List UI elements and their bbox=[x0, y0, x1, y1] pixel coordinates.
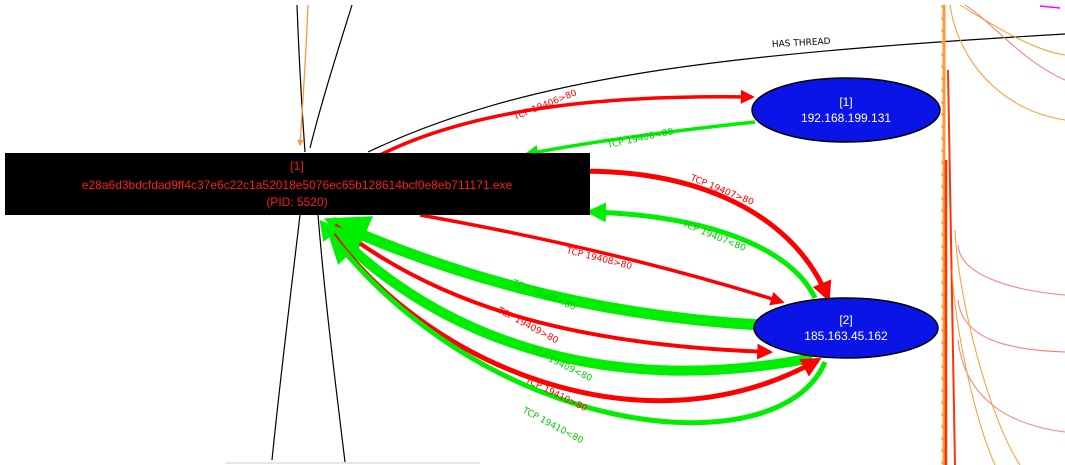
thread-edge-left-1[interactable] bbox=[296, 4, 306, 153]
ip-node-2-address: 185.163.45.162 bbox=[804, 329, 888, 343]
label-tcp-19406-in: TCP 19406<80 bbox=[606, 127, 675, 151]
edge-tcp-19410-in[interactable] bbox=[319, 219, 828, 426]
background-edges bbox=[225, 4, 1065, 464]
thread-edge-lower-2[interactable] bbox=[317, 214, 346, 463]
ip-node-2-id: [2] bbox=[839, 313, 852, 327]
process-node-name: e28a6d3bdcfdad9ff4c37e6c22c1a52018e5076e… bbox=[82, 178, 513, 192]
ip-node-1-address: 192.168.199.131 bbox=[801, 111, 891, 125]
label-tcp-19407-out: TCP 19407>80 bbox=[688, 173, 755, 208]
edge-tcp-19409-out[interactable] bbox=[333, 223, 774, 360]
thread-edge-orange[interactable] bbox=[297, 4, 309, 147]
ip-node-2[interactable]: [2] 185.163.45.162 bbox=[753, 297, 939, 359]
thread-edge-lower-1[interactable] bbox=[271, 214, 301, 461]
label-tcp-19408-out: TCP 19408>80 bbox=[564, 246, 633, 272]
ip-node-1[interactable]: [1] 192.168.199.131 bbox=[751, 77, 941, 143]
has-thread-label: HAS THREAD bbox=[772, 37, 831, 50]
edge-tcp-19406-in[interactable] bbox=[524, 120, 756, 159]
ip-node-1-id: [1] bbox=[839, 95, 852, 109]
process-node-pid: (PID: 5520) bbox=[266, 195, 327, 209]
has-thread-edge[interactable] bbox=[367, 33, 1065, 153]
edge-tcp-19408-in[interactable] bbox=[323, 216, 761, 331]
ip-node-2-shape bbox=[753, 297, 939, 359]
process-node-id: [1] bbox=[290, 159, 303, 173]
label-tcp-19410-out: TCP 19410>80 bbox=[523, 375, 589, 414]
edge-tcp-19406-out[interactable] bbox=[379, 89, 755, 157]
process-node[interactable]: [1] e28a6d3bdcfdad9ff4c37e6c22c1a52018e5… bbox=[5, 153, 590, 215]
right-side-edges bbox=[941, 4, 1065, 465]
edge-tcp-19407-out[interactable] bbox=[559, 168, 832, 302]
tcp-edges bbox=[319, 89, 832, 426]
ip-node-1-shape bbox=[751, 77, 941, 143]
edge-tcp-19408-out[interactable] bbox=[419, 213, 785, 306]
process-node-box bbox=[5, 153, 590, 215]
thread-edge-left-2[interactable] bbox=[309, 4, 353, 149]
label-tcp-19410-in: TCP 19410<80 bbox=[520, 405, 585, 446]
edge-tcp-19407-in[interactable] bbox=[586, 202, 818, 300]
edge-tcp-19409-in[interactable] bbox=[324, 222, 813, 376]
